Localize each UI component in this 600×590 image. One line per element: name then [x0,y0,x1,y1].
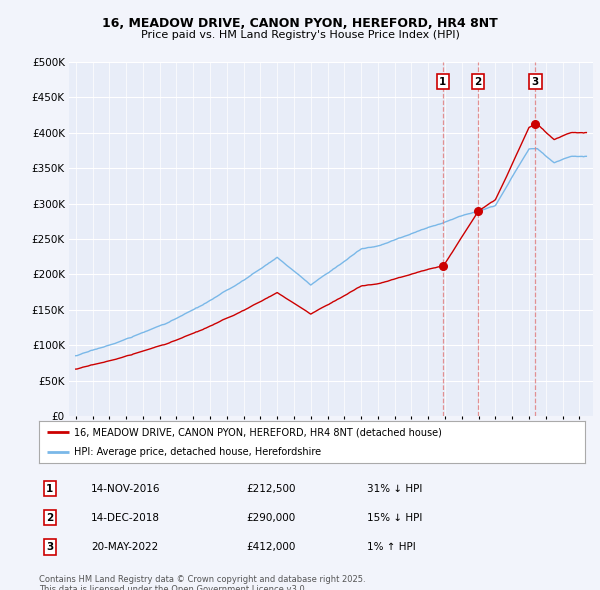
Text: 2: 2 [46,513,53,523]
Text: 16, MEADOW DRIVE, CANON PYON, HEREFORD, HR4 8NT: 16, MEADOW DRIVE, CANON PYON, HEREFORD, … [102,17,498,30]
Text: 14-DEC-2018: 14-DEC-2018 [91,513,160,523]
Text: HPI: Average price, detached house, Herefordshire: HPI: Average price, detached house, Here… [74,447,322,457]
Text: Price paid vs. HM Land Registry's House Price Index (HPI): Price paid vs. HM Land Registry's House … [140,30,460,40]
Text: 2: 2 [474,77,481,87]
Text: £212,500: £212,500 [247,484,296,493]
Text: £290,000: £290,000 [247,513,296,523]
Text: 20-MAY-2022: 20-MAY-2022 [91,542,158,552]
Text: 1% ↑ HPI: 1% ↑ HPI [367,542,415,552]
Text: 16, MEADOW DRIVE, CANON PYON, HEREFORD, HR4 8NT (detached house): 16, MEADOW DRIVE, CANON PYON, HEREFORD, … [74,427,442,437]
Text: 1: 1 [46,484,53,493]
Text: 31% ↓ HPI: 31% ↓ HPI [367,484,422,493]
Text: 14-NOV-2016: 14-NOV-2016 [91,484,160,493]
Text: £412,000: £412,000 [247,542,296,552]
Text: 3: 3 [46,542,53,552]
Text: 1: 1 [439,77,446,87]
Text: Contains HM Land Registry data © Crown copyright and database right 2025.
This d: Contains HM Land Registry data © Crown c… [39,575,365,590]
Text: 3: 3 [532,77,539,87]
Text: 15% ↓ HPI: 15% ↓ HPI [367,513,422,523]
